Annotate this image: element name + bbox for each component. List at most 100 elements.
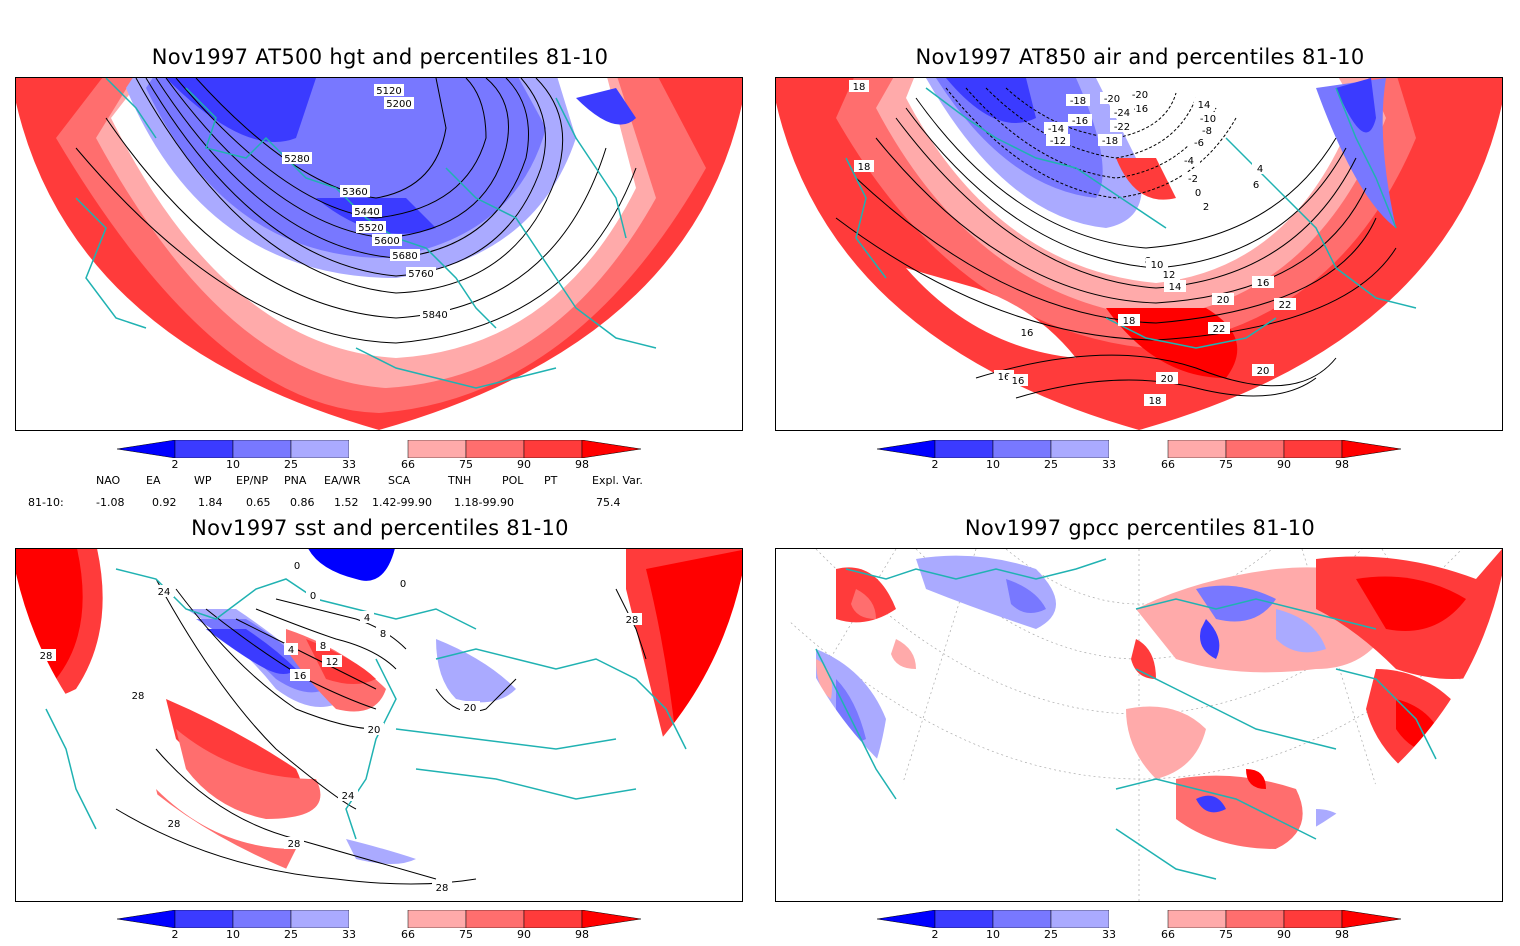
- colorbar-tick: 98: [575, 458, 589, 471]
- map-gpcc: [775, 548, 1503, 902]
- contour-label: 5360: [342, 187, 367, 198]
- contour-label: 18: [1123, 316, 1136, 327]
- contour-label: 24: [158, 587, 171, 598]
- contour-label: 5520: [358, 223, 383, 234]
- colorbar-tick: 2: [931, 928, 939, 941]
- contour-label: 16: [1021, 328, 1034, 339]
- contour-label: -20: [1104, 94, 1120, 105]
- colorbar-tick: 10: [226, 928, 240, 941]
- index-name: EP/NP: [236, 474, 269, 487]
- contour-label: 22: [1213, 324, 1226, 335]
- contour-label: 18: [1149, 396, 1162, 407]
- contour-label: 20: [464, 703, 477, 714]
- colorbar-tick: 25: [1044, 928, 1058, 941]
- colorbar-tick: 2: [171, 458, 179, 471]
- index-name: EA/WR: [324, 474, 361, 487]
- colorbar-tick: 90: [1277, 928, 1291, 941]
- colorbar-tick: 90: [517, 928, 531, 941]
- contour-label: 28: [168, 819, 181, 830]
- contour-label: -20: [1132, 90, 1148, 101]
- panel-title-air850: Nov1997 AT850 air and percentiles 81-10: [915, 45, 1365, 69]
- colorbar-tick: 90: [1277, 458, 1291, 471]
- contour-label: 2: [1203, 202, 1209, 213]
- colorbar-tick: 75: [459, 928, 473, 941]
- panel-title-gpcc: Nov1997 gpcc percentiles 81-10: [964, 516, 1316, 540]
- colorbar-tick: 33: [1102, 458, 1116, 471]
- index-name: SCA: [388, 474, 411, 487]
- colorbar-panel2: 2 10 25 33 66 75 90 98: [876, 439, 1477, 476]
- contour-label: 4: [288, 645, 294, 656]
- index-value: 75.4: [596, 496, 621, 509]
- contour-label: 28: [626, 615, 639, 626]
- panel-title-sst: Nov1997 sst and percentiles 81-10: [191, 516, 569, 540]
- index-value: 1.42-99.90: [372, 496, 432, 509]
- contour-label: -16: [1132, 104, 1148, 115]
- colorbar-tick: 10: [986, 458, 1000, 471]
- map-hgt500: 5120 5200 5280 5360 5440 5520 5600 5680 …: [15, 77, 743, 431]
- colorbar-tick: 75: [1219, 458, 1233, 471]
- contour-label: 5680: [392, 251, 417, 262]
- colorbar-tick: 10: [226, 458, 240, 471]
- contour-label: -4: [1184, 156, 1194, 167]
- contour-label: 0: [310, 591, 316, 602]
- contour-label: -8: [1202, 126, 1212, 137]
- colorbar-tick: 75: [1219, 928, 1233, 941]
- colorbar-tick: 98: [575, 928, 589, 941]
- index-value: -1.08: [96, 496, 125, 509]
- colorbar-tick: 66: [1161, 928, 1175, 941]
- contour-label: -22: [1114, 122, 1130, 133]
- colorbar-tick: 2: [171, 928, 179, 941]
- contour-label: -12: [1050, 136, 1066, 147]
- contour-label: 6: [1253, 180, 1259, 191]
- contour-label: 0: [400, 579, 406, 590]
- contour-label: 22: [1279, 300, 1292, 311]
- index-name: PT: [544, 474, 558, 487]
- index-name: PNA: [284, 474, 307, 487]
- colorbar-tick: 66: [401, 458, 415, 471]
- index-value: 0.65: [246, 496, 271, 509]
- contour-label: 16: [1257, 278, 1270, 289]
- contour-label: -24: [1114, 108, 1130, 119]
- contour-label: -18: [1102, 136, 1118, 147]
- contour-label: 5760: [408, 269, 433, 280]
- contour-label: 14: [1198, 100, 1211, 111]
- map-air850: -20 -20 -16 14 -18 -18 -24 -22 -16 -14 -…: [775, 77, 1503, 431]
- contour-label: -2: [1188, 174, 1198, 185]
- colorbar-tick: 33: [342, 458, 356, 471]
- index-row-label: 81-10:: [28, 496, 64, 509]
- index-value: 1.18-99.90: [454, 496, 514, 509]
- index-name: NAO: [96, 474, 121, 487]
- index-name: EA: [146, 474, 161, 487]
- colorbar-panel3: 2 10 25 33 66 75 90 98: [116, 909, 717, 946]
- contour-label: -18: [1070, 96, 1086, 107]
- colorbar-tick: 25: [284, 458, 298, 471]
- contour-label: 16: [998, 372, 1011, 383]
- index-name: WP: [194, 474, 212, 487]
- contour-label: 18: [853, 82, 866, 93]
- colorbar-tick: 10: [986, 928, 1000, 941]
- contour-label: 20: [1161, 374, 1174, 385]
- colorbar-tick: 98: [1335, 458, 1349, 471]
- contour-label: -16: [1072, 116, 1088, 127]
- index-name: POL: [502, 474, 524, 487]
- colorbar-tick: 33: [1102, 928, 1116, 941]
- contour-label: -6: [1194, 138, 1204, 149]
- colorbar-panel4: 2 10 25 33 66 75 90 98: [876, 909, 1477, 946]
- index-name: Expl. Var.: [592, 474, 643, 487]
- contour-label: -10: [1200, 114, 1216, 125]
- index-value: 0.86: [290, 496, 315, 509]
- colorbar-tick: 90: [517, 458, 531, 471]
- contour-label: 20: [368, 725, 381, 736]
- map-sst: 0 0 0 4 4 8 8 12 16 20 24 20 24 28 28 28…: [15, 548, 743, 902]
- colorbar-tick: 66: [401, 928, 415, 941]
- index-value: 0.92: [152, 496, 177, 509]
- colorbar-tick: 2: [931, 458, 939, 471]
- contour-label: 16: [1012, 376, 1025, 387]
- contour-label: 0: [294, 561, 300, 572]
- contour-label: 10: [1151, 260, 1164, 271]
- index-value: 1.52: [334, 496, 359, 509]
- colorbar-panel1: 2 10 25 33 66 75 90 98: [116, 439, 717, 476]
- contour-label: 4: [364, 613, 370, 624]
- contour-label: 12: [1163, 270, 1176, 281]
- contour-label: 5280: [284, 154, 309, 165]
